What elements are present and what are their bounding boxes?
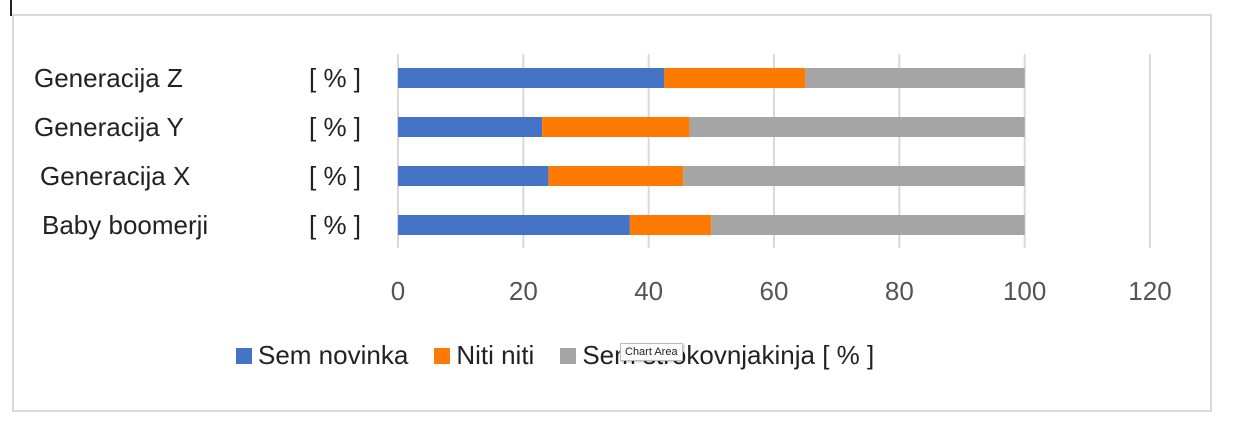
legend-label-sem-novinka: Sem novinka (258, 340, 409, 370)
bar-generacija-y-sem-novinka (398, 117, 543, 137)
unit-label-generacija-x: [ % ] (309, 161, 361, 191)
legend-item-sem-novinka: Sem novinka (236, 340, 408, 371)
window-edge-line (10, 0, 12, 16)
bar-generacija-z-sem-strokovnjakinja (805, 68, 1025, 88)
unit-label-generacija-z: [ % ] (309, 63, 361, 93)
category-label-generacija-z: Generacija Z (34, 63, 183, 93)
bar-baby-boomerji-sem-strokovnjakinja (711, 215, 1025, 235)
x-tick-label-120: 120 (1128, 276, 1171, 306)
bar-baby-boomerji-sem-novinka (398, 215, 630, 235)
category-label-generacija-x: Generacija X (40, 161, 190, 191)
bar-generacija-x-sem-strokovnjakinja (683, 166, 1025, 186)
bar-generacija-x-sem-novinka (398, 166, 549, 186)
unit-label-generacija-y: [ % ] (309, 112, 361, 142)
legend: Sem novinka Niti niti Sem strokovnjakinj… (236, 340, 900, 371)
legend-swatch-sem-strokovnjakinja (560, 347, 577, 364)
x-tick-label-40: 40 (634, 276, 663, 306)
category-label-generacija-y: Generacija Y (34, 112, 184, 142)
legend-item-sem-strokovnjakinja: Sem strokovnjakinja [ % ] (560, 340, 874, 371)
x-tick-label-80: 80 (885, 276, 914, 306)
bar-generacija-y-niti-niti (542, 117, 690, 137)
x-tick-label-0: 0 (391, 276, 405, 306)
unit-label-baby-boomerji: [ % ] (309, 210, 361, 240)
x-tick-label-100: 100 (1003, 276, 1046, 306)
bar-generacija-y-sem-strokovnjakinja (689, 117, 1025, 137)
x-tick-label-20: 20 (509, 276, 538, 306)
category-label-baby-boomerji: Baby boomerji (42, 210, 208, 240)
x-tick-label-60: 60 (760, 276, 789, 306)
legend-swatch-niti-niti (434, 347, 451, 364)
bar-generacija-x-niti-niti (548, 166, 684, 186)
legend-label-niti-niti: Niti niti (456, 340, 535, 370)
legend-swatch-sem-novinka (236, 347, 252, 364)
bar-generacija-z-sem-novinka (398, 68, 665, 88)
chart-area-tooltip: Chart Area (620, 343, 683, 361)
legend-item-niti-niti: Niti niti (434, 340, 534, 371)
bar-baby-boomerji-niti-niti (629, 215, 712, 235)
bar-generacija-z-niti-niti (664, 68, 806, 88)
